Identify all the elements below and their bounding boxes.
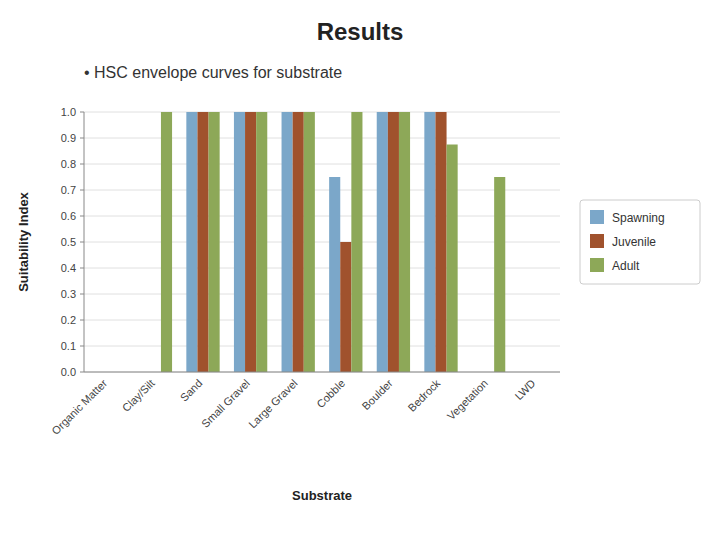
legend-label: Juvenile (612, 235, 656, 249)
tick-label: 0.6 (61, 210, 76, 222)
x-axis-label: Substrate (292, 488, 352, 503)
tick-label: 0.7 (61, 184, 76, 196)
legend-swatch (590, 234, 604, 248)
tick-label: Organic Matter (49, 377, 109, 437)
legend-swatch (590, 210, 604, 224)
bar (282, 112, 293, 372)
tick-label: Boulder (360, 377, 396, 413)
y-ticks: 0.0 0.1 0.2 0.3 0.4 0.5 0.6 0.7 0.8 0.9 1.0 (61, 106, 84, 378)
tick-mark (80, 190, 84, 191)
bars (161, 112, 505, 372)
grid-line (84, 372, 560, 373)
tick-label: 0.3 (61, 288, 76, 300)
legend-label: Adult (612, 259, 640, 273)
bar (209, 112, 220, 372)
grid-line (84, 138, 560, 139)
tick-label: 1.0 (61, 106, 76, 118)
tick-label: 0.9 (61, 132, 76, 144)
tick-mark (80, 372, 84, 373)
title: Results (317, 18, 404, 45)
tick-label: Large Gravel (246, 377, 299, 430)
grid-line (84, 164, 560, 165)
bar (399, 112, 410, 372)
grid-line (84, 320, 560, 321)
bar (351, 112, 362, 372)
bar (197, 112, 208, 372)
grid-line (84, 216, 560, 217)
bar (304, 112, 315, 372)
tick-mark (80, 112, 84, 113)
chart: Results • HSC envelope curves for substra… (0, 0, 720, 540)
tick-mark (80, 346, 84, 347)
series (161, 112, 505, 372)
tick-label: Vegetation (445, 377, 490, 422)
bar (435, 112, 446, 372)
tick-label: 0.8 (61, 158, 76, 170)
bar (256, 112, 267, 372)
subtitle: • HSC envelope curves for substrate (84, 64, 342, 81)
tick-label: Clay/Silt (120, 377, 157, 414)
grid-line (84, 346, 560, 347)
tick-label: 0.4 (61, 262, 76, 274)
grid-line (84, 294, 560, 295)
grid-line (84, 242, 560, 243)
bar (377, 112, 388, 372)
tick-label: Sand (178, 377, 205, 404)
tick-mark (80, 294, 84, 295)
tick-label: 0.0 (61, 366, 76, 378)
tick-label: Small Gravel (199, 377, 252, 430)
tick-label: 0.2 (61, 314, 76, 326)
bar (340, 242, 351, 372)
bar (388, 112, 399, 372)
tick-label: LWD (512, 377, 537, 402)
tick-mark (80, 164, 84, 165)
tick-mark (80, 268, 84, 269)
x-ticks: Organic MatterClay/SiltSandSmall GravelL… (49, 377, 537, 437)
tick-label: 0.5 (61, 236, 76, 248)
bar (293, 112, 304, 372)
legend-swatch (590, 258, 604, 272)
grid (84, 112, 560, 372)
legend: Spawning Juvenile Adult (580, 200, 700, 284)
bar (234, 112, 245, 372)
tick-mark (80, 320, 84, 321)
bar (424, 112, 435, 372)
y-axis-line (84, 112, 85, 372)
tick-label: Cobble (314, 377, 347, 410)
bar (245, 112, 256, 372)
grid-line (84, 268, 560, 269)
tick-label: 0.1 (61, 340, 76, 352)
series (186, 112, 435, 372)
legend-label: Spawning (612, 211, 665, 225)
bar (447, 145, 458, 373)
y-axis-label: Suitability Index (16, 191, 31, 291)
bar (186, 112, 197, 372)
grid-line (84, 112, 560, 113)
grid-line (84, 190, 560, 191)
tick-mark (80, 138, 84, 139)
bar (161, 112, 172, 372)
tick-mark (80, 216, 84, 217)
bar (494, 177, 505, 372)
series (197, 112, 446, 372)
x-axis-line (84, 372, 560, 373)
legend-frame (580, 200, 700, 284)
tick-label: Bedrock (405, 377, 442, 414)
bar (329, 177, 340, 372)
tick-mark (80, 242, 84, 243)
